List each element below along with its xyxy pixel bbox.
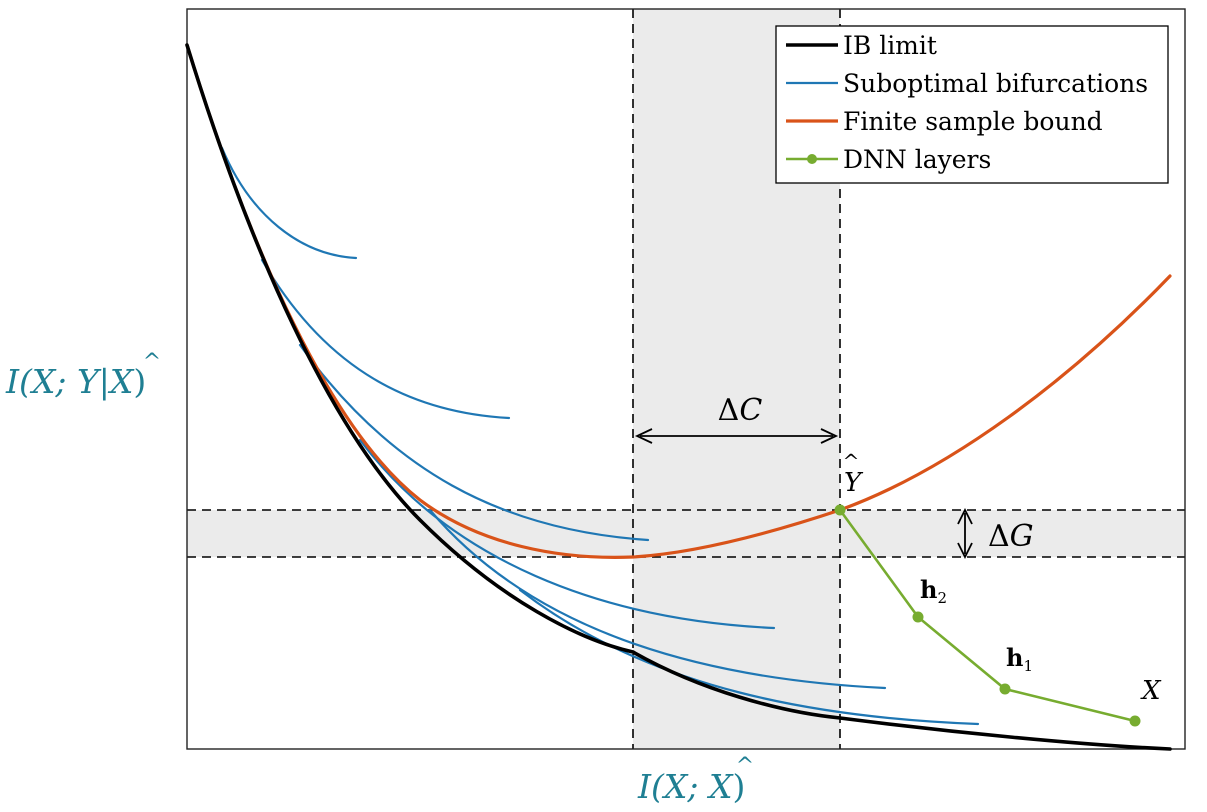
ib-limit-curve bbox=[185, 43, 1172, 751]
svg-text:^: ^ bbox=[143, 350, 161, 375]
svg-text:^: ^ bbox=[843, 449, 860, 473]
legend-label: DNN layers bbox=[843, 145, 991, 174]
y-axis-label: I(X; Y|X) ^ bbox=[5, 350, 161, 401]
delta-c-label: ΔC bbox=[718, 393, 763, 428]
suboptimal-bifurcation-curve bbox=[428, 508, 887, 690]
legend: IB limit Suboptimal bifurcations Finite … bbox=[775, 25, 1169, 184]
legend-label: IB limit bbox=[843, 31, 937, 60]
dnn-point-x bbox=[1129, 715, 1141, 727]
delta-g-arrow bbox=[957, 507, 973, 560]
suboptimal-bifurcation-curve bbox=[298, 343, 650, 542]
x-point-label: X bbox=[1140, 676, 1162, 706]
suboptimal-bifurcation-curve bbox=[220, 146, 358, 260]
x-axis-label: I(X; X) ^ bbox=[637, 754, 754, 806]
suboptimal-bifurcation-curve bbox=[260, 258, 511, 420]
svg-text:^: ^ bbox=[736, 754, 754, 779]
dnn-layers-line bbox=[838, 509, 1136, 723]
delta-c-arrow bbox=[634, 428, 839, 444]
suboptimal-bifurcation-curve bbox=[518, 588, 980, 726]
svg-text:Y: Y bbox=[844, 468, 864, 498]
y-hat-label: Y ^ bbox=[843, 449, 864, 498]
plot-frame bbox=[186, 8, 1186, 750]
dnn-point-h2 bbox=[912, 611, 924, 623]
svg-text:I(X; Y|X): I(X; Y|X) bbox=[5, 362, 146, 401]
h2-label: h2 bbox=[920, 575, 947, 607]
legend-box bbox=[775, 25, 1169, 184]
h1-label: h1 bbox=[1006, 643, 1033, 675]
legend-label: Suboptimal bifurcations bbox=[843, 69, 1148, 98]
legend-marker-dnn bbox=[807, 154, 817, 164]
svg-text:I(X; X): I(X; X) bbox=[637, 767, 745, 806]
legend-label: Finite sample bound bbox=[843, 107, 1103, 136]
delta-g-label: ΔG bbox=[988, 519, 1034, 554]
dnn-point-y-hat bbox=[834, 504, 846, 516]
dnn-point-h1 bbox=[999, 683, 1011, 695]
suboptimal-bifurcation-curve bbox=[358, 438, 776, 630]
